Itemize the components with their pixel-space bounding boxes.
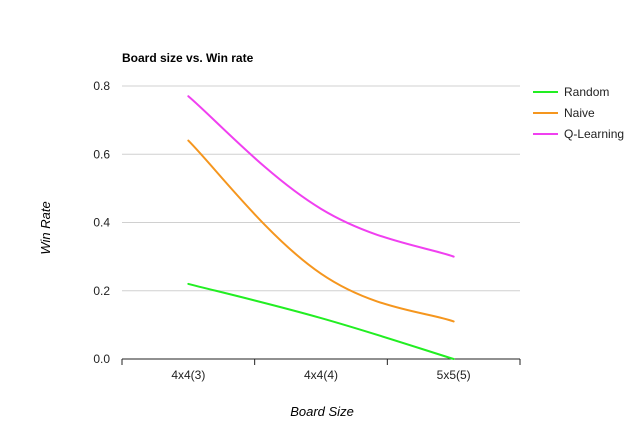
legend-label: Q-Learning [564, 127, 624, 141]
y-tick-label: 0.0 [93, 352, 110, 366]
series-line-naive [187, 139, 455, 323]
legend: Random Naive Q-Learning [533, 85, 624, 141]
y-tick-labels: 0.0 0.2 0.4 0.6 0.8 [93, 79, 110, 366]
legend-label: Naive [564, 106, 595, 120]
x-tick-label: 5x5(5) [437, 368, 471, 382]
y-axis-label: Win Rate [38, 201, 53, 254]
series-line-q-learning [187, 95, 455, 258]
x-tick-label: 4x4(3) [171, 368, 205, 382]
y-tick-label: 0.8 [93, 79, 110, 93]
series-lines [187, 95, 455, 360]
y-tick-label: 0.4 [93, 216, 110, 230]
x-tick-label: 4x4(4) [304, 368, 338, 382]
series-line-random [187, 282, 455, 360]
y-tick-label: 0.6 [93, 147, 110, 161]
chart-title: Board size vs. Win rate [122, 51, 254, 65]
x-axis-label: Board Size [290, 404, 354, 419]
x-tick-labels: 4x4(3) 4x4(4) 5x5(5) [171, 368, 470, 382]
grid [121, 85, 521, 365]
legend-label: Random [564, 85, 609, 99]
y-tick-label: 0.2 [93, 284, 110, 298]
